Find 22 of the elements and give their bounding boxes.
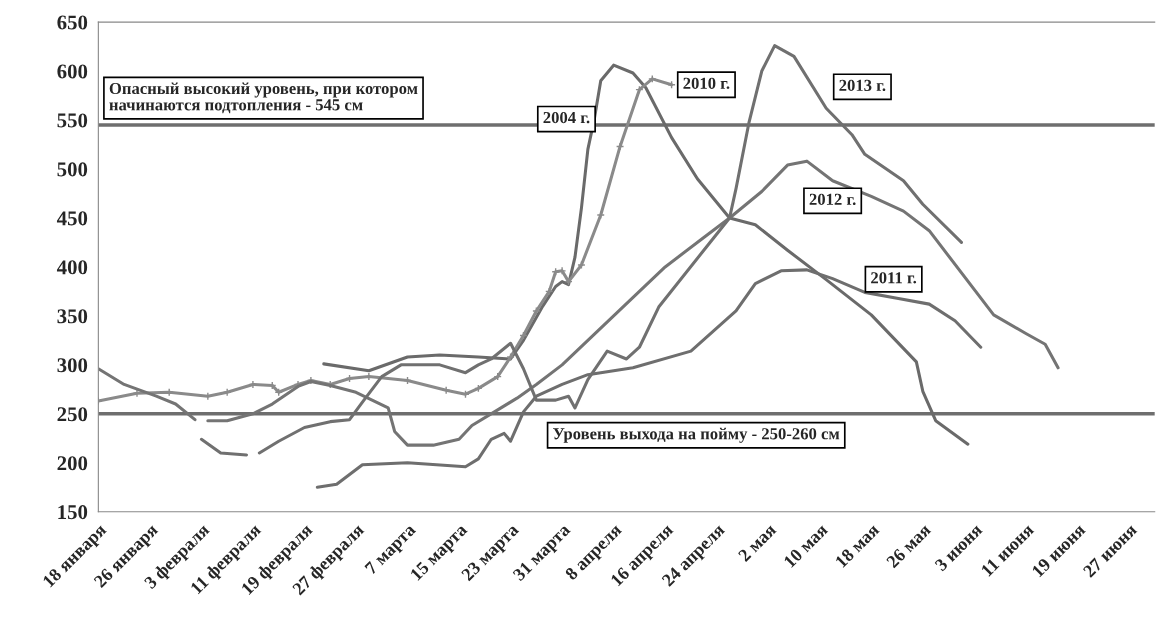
ref-line-label: Опасный высокий уровень, при котором начинаются подтопления - 545 см [109, 82, 418, 114]
y-tick-label: 350 [57, 309, 88, 324]
y-tick-label: 400 [56, 260, 88, 275]
y-tick-label: 550 [57, 113, 88, 128]
series-label: 2011 г. [871, 272, 917, 284]
y-tick-label: 450 [56, 211, 88, 226]
series-label: 2004 г. [543, 111, 590, 124]
ref-line-label: Уровень выхода на пойму - 250-260 см [553, 427, 840, 443]
x-tick-label: 2 мая [737, 522, 777, 563]
series-label: 2012 г. [809, 193, 856, 206]
y-tick-label: 500 [57, 162, 88, 177]
y-tick-label: 650 [57, 15, 88, 30]
y-tick-label: 150 [58, 505, 88, 520]
y-tick-label: 200 [57, 456, 88, 471]
series-label: 2010 г. [683, 77, 730, 90]
series-label: 2013 г. [839, 79, 886, 92]
x-tick-label: 10 мая [783, 522, 829, 568]
y-tick-label: 600 [57, 64, 88, 79]
y-tick-label: 250 [57, 407, 88, 422]
x-tick-label: 26 мая [885, 522, 932, 569]
y-tick-label: 300 [57, 358, 88, 373]
x-tick-label: 18 мая [834, 522, 880, 568]
